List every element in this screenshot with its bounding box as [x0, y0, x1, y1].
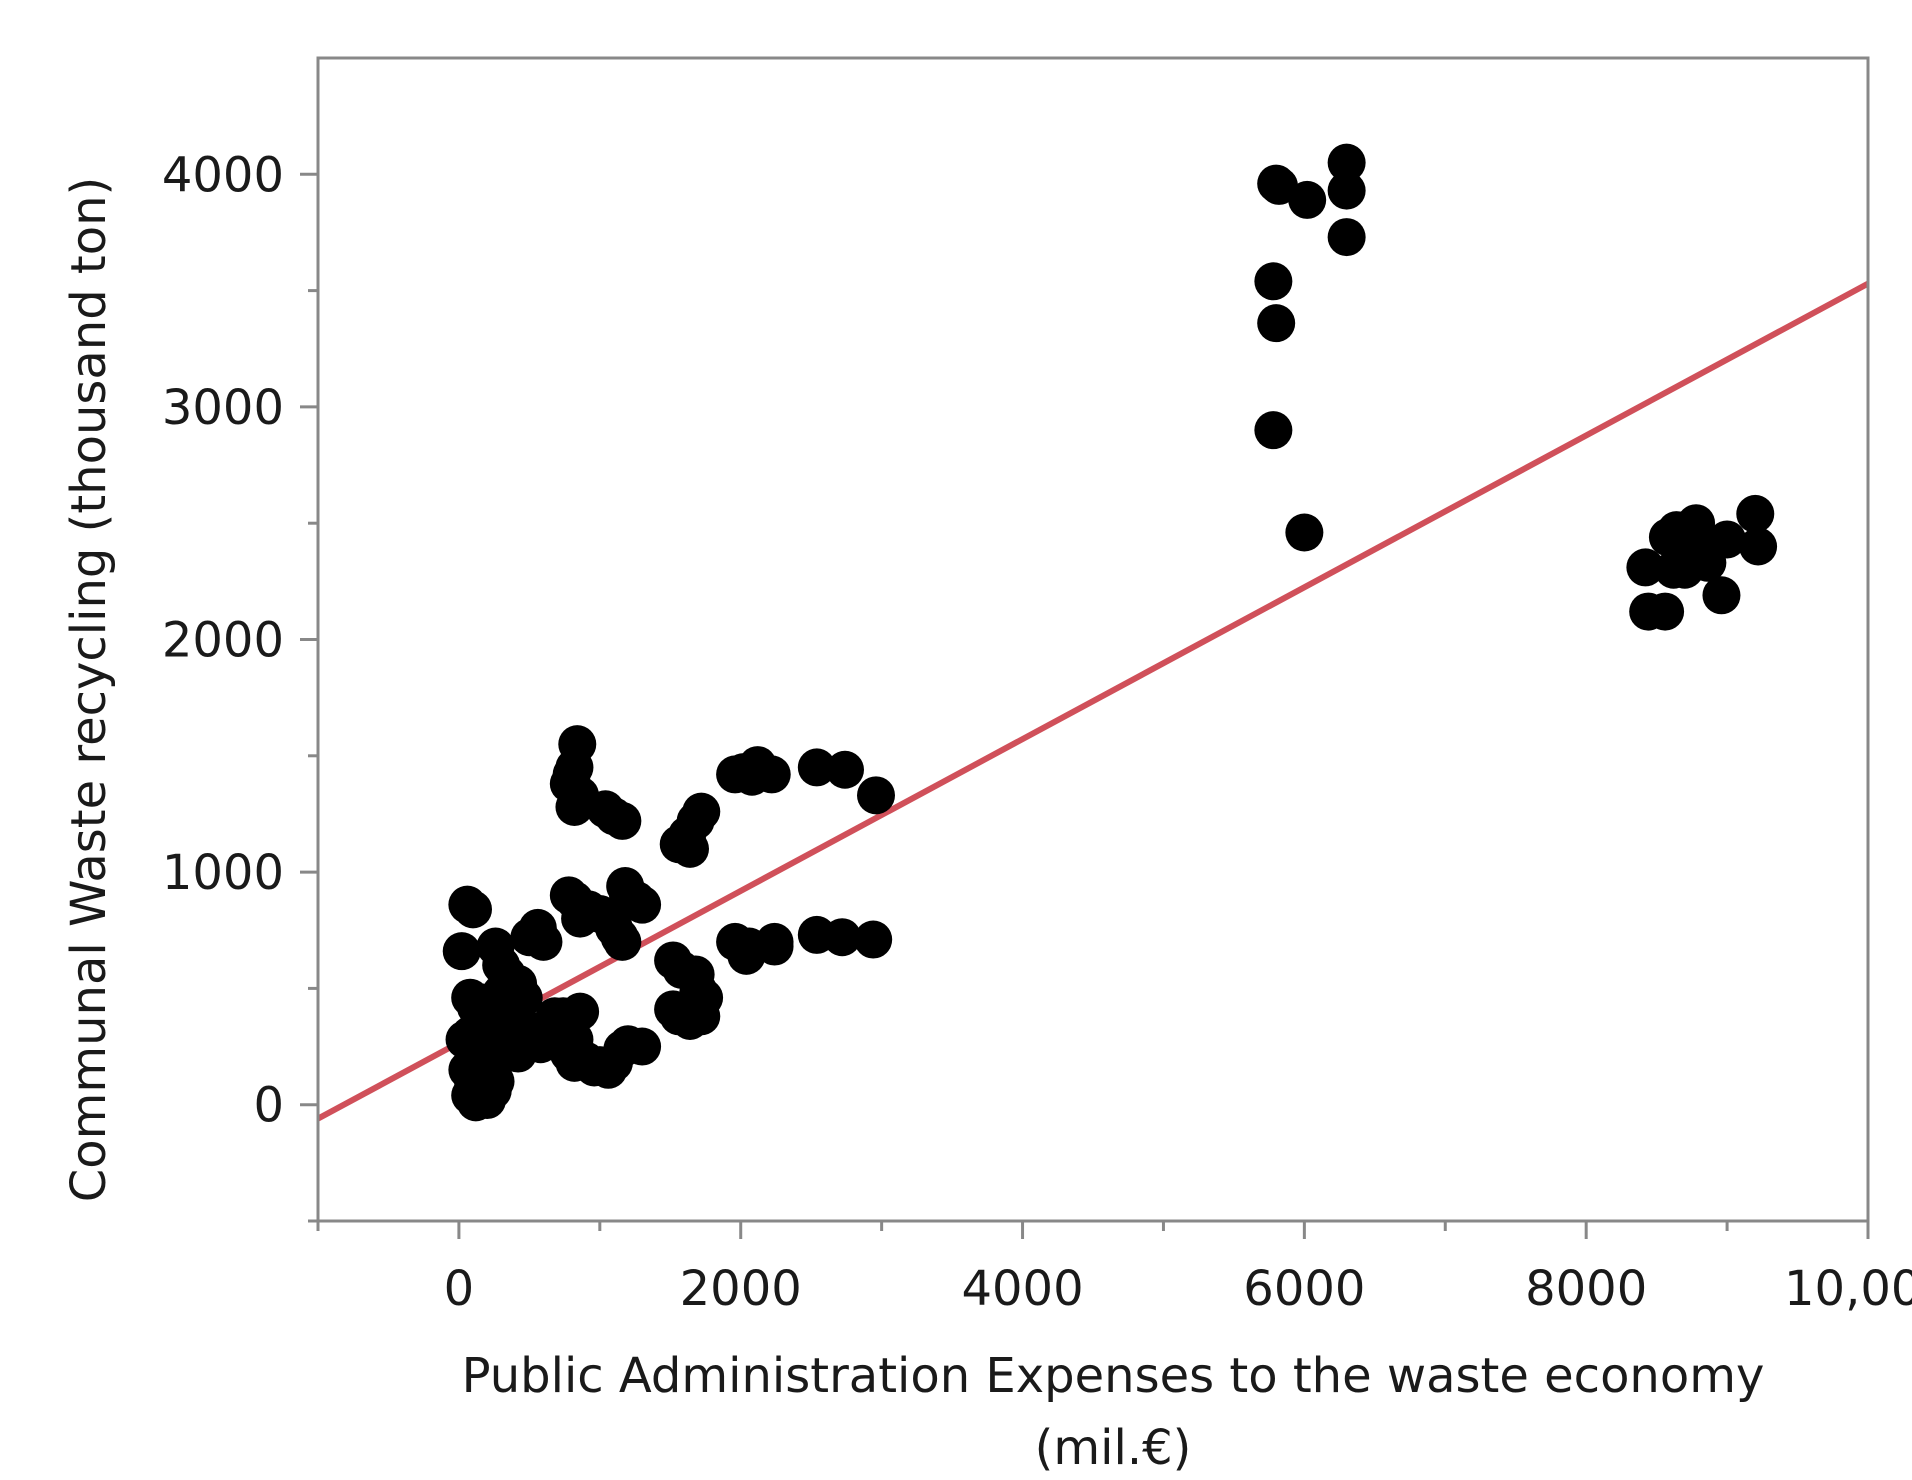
data-point — [1626, 548, 1665, 587]
data-point — [1736, 494, 1775, 533]
data-point — [668, 815, 707, 854]
data-point — [603, 922, 642, 961]
data-point — [454, 890, 492, 929]
data-point — [555, 787, 594, 826]
y-tick-label: 1000 — [162, 845, 284, 901]
data-point — [1708, 520, 1747, 559]
data-points — [442, 143, 1778, 1122]
data-point — [1327, 218, 1366, 257]
data-point — [558, 725, 597, 764]
data-point — [854, 920, 893, 959]
data-point — [1285, 513, 1324, 552]
data-point — [682, 997, 721, 1036]
data-point — [1260, 166, 1298, 205]
x-tick-label: 6000 — [1243, 1261, 1365, 1317]
y-tick-label: 4000 — [162, 147, 284, 203]
x-axis: 0 2000 4000 6000 8000 10,000 — [316, 1221, 1912, 1317]
data-point — [524, 922, 563, 961]
x-tick-label: 4000 — [961, 1261, 1083, 1317]
data-point — [797, 748, 836, 787]
x-tick-label: 8000 — [1525, 1261, 1647, 1317]
data-point — [1327, 171, 1366, 210]
data-point — [623, 1027, 662, 1066]
x-tick-label: 10,000 — [1784, 1261, 1912, 1317]
data-point — [1646, 592, 1685, 631]
fit-line — [316, 280, 1870, 1122]
data-point — [493, 974, 532, 1013]
data-point — [1254, 411, 1293, 450]
x-axis-title-line1: Public Administration Expenses to the wa… — [462, 1348, 1765, 1404]
data-point — [1654, 550, 1693, 589]
data-point — [1254, 262, 1293, 301]
y-axis-title: Communal Waste recycling (thousand ton) — [61, 177, 117, 1203]
data-point — [623, 885, 662, 924]
x-axis-title-line2: (mil.€) — [1035, 1420, 1192, 1476]
data-point — [755, 927, 794, 966]
data-point — [752, 755, 791, 794]
y-tick-label: 0 — [253, 1078, 284, 1134]
y-tick-label: 2000 — [162, 613, 284, 669]
data-point — [594, 797, 633, 836]
x-tick-label: 2000 — [680, 1261, 802, 1317]
data-point — [1288, 180, 1327, 219]
y-axis: 0 1000 2000 3000 4000 — [162, 147, 318, 1223]
x-tick-label: 0 — [444, 1261, 475, 1317]
data-point — [1327, 143, 1366, 182]
data-point — [1257, 304, 1296, 343]
data-point — [442, 932, 481, 971]
data-point — [823, 918, 862, 957]
y-tick-label: 3000 — [162, 380, 284, 436]
data-point — [857, 776, 895, 815]
data-point — [1702, 576, 1741, 615]
data-point — [826, 750, 864, 789]
data-point — [462, 983, 501, 1022]
data-point — [1739, 527, 1778, 566]
